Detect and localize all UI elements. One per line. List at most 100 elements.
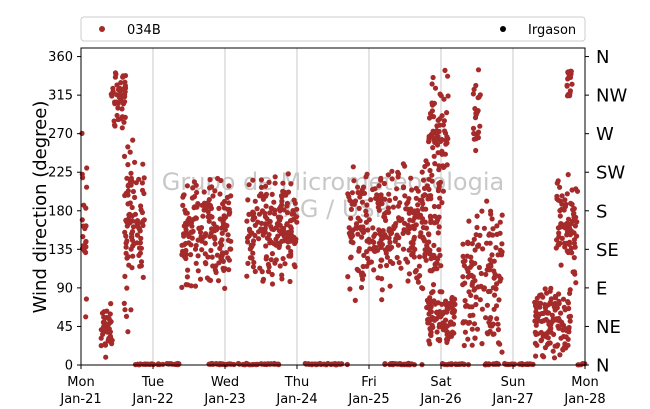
data-point: [203, 205, 209, 211]
data-point: [309, 361, 315, 367]
legend-label: Irgason: [528, 23, 576, 38]
data-point: [276, 244, 282, 250]
data-point: [558, 262, 564, 268]
data-point: [437, 122, 443, 128]
data-point: [206, 218, 212, 224]
data-point: [212, 241, 218, 247]
data-point: [411, 236, 417, 242]
data-point: [565, 69, 571, 75]
data-point: [139, 180, 145, 186]
data-point: [387, 239, 393, 245]
legend-label: 034B: [127, 23, 161, 38]
data-point: [101, 326, 107, 333]
data-point: [279, 238, 285, 244]
data-point: [475, 243, 481, 249]
data-point: [404, 201, 410, 207]
data-point: [258, 177, 264, 183]
data-point: [432, 161, 438, 167]
data-point: [436, 163, 442, 169]
data-point: [122, 92, 128, 98]
data-point: [133, 180, 139, 186]
data-point: [431, 242, 437, 248]
data-point: [539, 318, 545, 324]
data-point: [444, 110, 450, 116]
data-point: [390, 260, 396, 266]
data-point: [571, 237, 578, 243]
data-point: [245, 197, 251, 203]
data-point: [491, 258, 497, 264]
data-point: [389, 168, 395, 174]
data-point: [135, 361, 141, 367]
data-point: [573, 280, 579, 286]
data-point: [566, 305, 572, 312]
data-point: [202, 260, 208, 266]
data-point: [355, 267, 361, 274]
data-point: [83, 314, 89, 320]
data-point: [227, 209, 233, 215]
data-point: [401, 220, 408, 226]
data-point: [429, 172, 435, 178]
data-point: [244, 273, 250, 279]
data-point: [258, 184, 265, 190]
data-point: [125, 192, 131, 198]
data-point: [115, 87, 121, 93]
data-point: [572, 223, 579, 229]
x-tick-day: Mon: [67, 375, 94, 390]
data-point: [128, 170, 134, 176]
data-point: [483, 315, 489, 321]
data-point: [123, 240, 129, 246]
data-point: [556, 291, 562, 297]
data-point: [471, 136, 477, 142]
data-point: [464, 253, 470, 259]
data-point: [379, 276, 385, 282]
x-tick-day: Sun: [501, 375, 526, 390]
data-point: [460, 320, 466, 326]
data-point: [437, 195, 443, 201]
data-point: [564, 83, 570, 89]
data-point: [430, 289, 436, 295]
data-point: [123, 217, 129, 223]
data-point: [417, 233, 423, 239]
data-point: [392, 195, 398, 201]
data-point: [427, 195, 433, 201]
data-point: [137, 263, 143, 269]
data-point: [420, 206, 426, 212]
data-point: [536, 300, 542, 306]
data-point: [434, 219, 440, 225]
data-point: [557, 352, 563, 358]
data-point: [555, 225, 562, 231]
data-point: [183, 255, 189, 262]
data-point: [432, 317, 438, 323]
data-point: [364, 202, 370, 208]
data-point: [277, 263, 283, 269]
data-point: [355, 184, 361, 190]
data-point: [445, 335, 451, 341]
data-point: [379, 196, 385, 202]
data-point: [349, 231, 355, 237]
data-point: [440, 122, 446, 128]
data-point: [442, 300, 448, 307]
data-point: [428, 256, 434, 262]
data-point: [478, 270, 484, 277]
data-point: [487, 288, 493, 294]
data-point: [483, 271, 489, 277]
data-point: [368, 197, 374, 203]
data-point: [496, 273, 502, 279]
data-point: [557, 213, 563, 219]
data-point: [395, 203, 401, 209]
data-point: [366, 217, 372, 223]
data-point: [484, 330, 490, 336]
data-point: [572, 244, 578, 250]
data-point: [188, 283, 194, 289]
data-point: [548, 296, 554, 302]
data-point: [101, 309, 107, 315]
data-point: [358, 284, 365, 291]
data-point: [435, 230, 441, 236]
data-point: [380, 228, 386, 234]
data-point: [465, 274, 471, 280]
data-point: [284, 210, 291, 216]
data-point: [140, 161, 146, 167]
data-point: [155, 361, 161, 367]
data-point: [124, 255, 130, 261]
data-point: [479, 306, 485, 312]
